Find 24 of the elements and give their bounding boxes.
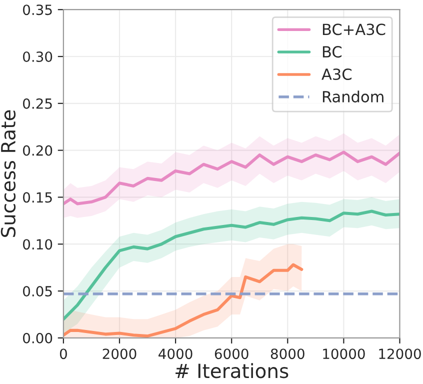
x-axis-title: # Iterations: [176, 363, 288, 378]
x-tick-label: 2000: [102, 348, 136, 360]
x-tick-label: 12000: [379, 348, 421, 360]
y-axis-title: Success Rate: [0, 110, 16, 237]
x-tick-label: 8000: [270, 348, 304, 360]
line-series: [63, 150, 400, 206]
y-tick-label: 0.30: [23, 51, 52, 62]
line-series: [63, 210, 400, 321]
x-tick-label: 6000: [214, 348, 248, 360]
y-tick-label: 0.20: [23, 145, 52, 156]
y-tick-label: 0.00: [23, 332, 52, 344]
y-tick-label: 0.35: [23, 4, 52, 16]
y-tick-label: 0.05: [23, 286, 52, 296]
legend-label: A3C: [322, 68, 352, 80]
y-tick-label: 0.15: [23, 192, 52, 203]
x-tick-label: 10000: [323, 348, 365, 360]
legend-label: Random: [322, 90, 384, 102]
legend-label: BC: [322, 46, 342, 58]
x-tick-label: 4000: [158, 348, 192, 360]
legend-label: BC+A3C: [322, 24, 386, 36]
line-series: [63, 263, 304, 338]
x-tick-label: 0: [60, 348, 67, 360]
y-tick-label: 0.10: [23, 239, 52, 250]
y-tick-label: 0.25: [23, 98, 52, 109]
